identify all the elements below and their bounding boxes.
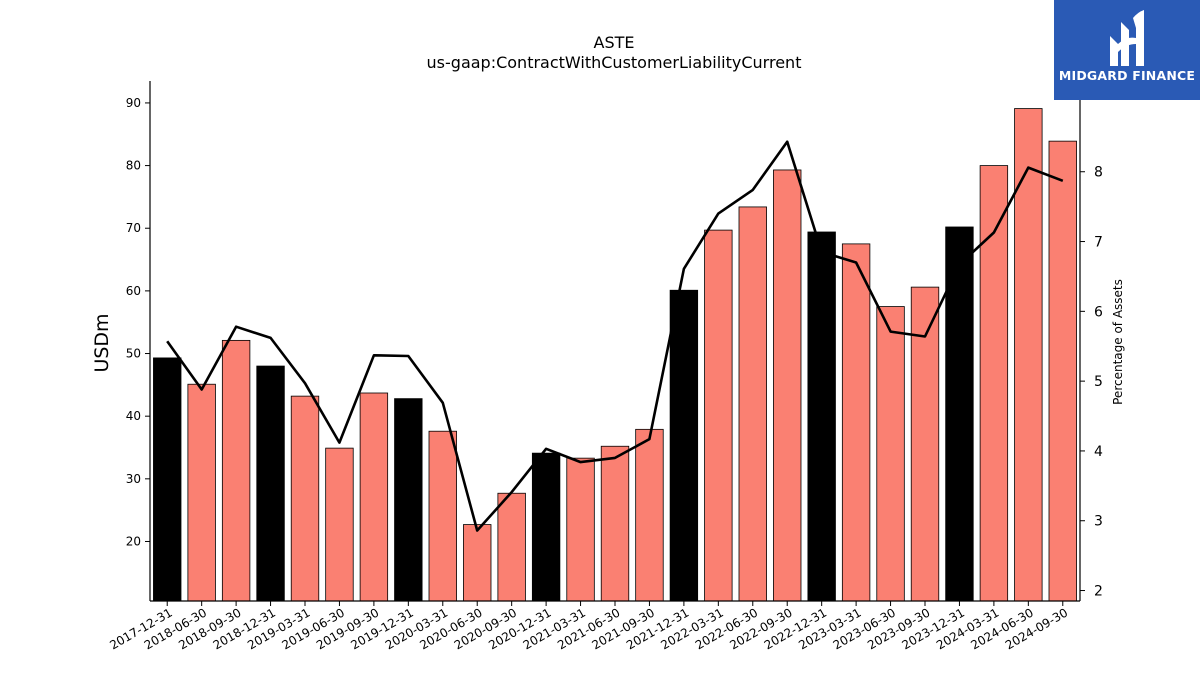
y-tick-label: 60: [126, 284, 141, 298]
bar: [669, 289, 699, 602]
y-tick-label: 20: [126, 534, 141, 548]
bar: [910, 286, 940, 602]
bar: [1014, 108, 1043, 602]
bar: [876, 306, 905, 602]
y2-tick-label: 4: [1094, 444, 1103, 460]
bar: [394, 398, 423, 602]
y-axis-label: USDm: [91, 313, 113, 372]
bar: [704, 229, 733, 602]
y-tick-label: 70: [126, 221, 141, 235]
y2-tick-label: 8: [1094, 165, 1103, 181]
chart-subtitle: us-gaap:ContractWithCustomerLiabilityCur…: [427, 53, 802, 72]
bar: [773, 169, 802, 602]
bar-series: [153, 108, 1077, 602]
bar: [566, 457, 595, 602]
y2-axis-label: Percentage of Assets: [1111, 279, 1125, 405]
pct-assets-series: [166, 140, 1064, 532]
bar: [945, 226, 974, 602]
y2-tick-label: 2: [1094, 584, 1103, 600]
bar: [290, 395, 320, 602]
y-tick-label: 40: [126, 409, 141, 423]
bar: [841, 243, 871, 602]
bar: [359, 392, 389, 602]
y-tick-label: 30: [126, 472, 141, 486]
bar: [531, 452, 561, 602]
bar: [187, 383, 216, 602]
bar: [1048, 140, 1077, 602]
bar: [979, 165, 1009, 602]
y2-tick-label: 5: [1094, 374, 1103, 390]
y2-tick-label: 3: [1094, 514, 1103, 530]
y2-tick-label: 7: [1094, 235, 1103, 251]
y-tick-label: 90: [126, 96, 141, 110]
pct-assets-line: [166, 140, 1064, 532]
y-tick-label: 80: [126, 159, 141, 173]
bar: [497, 492, 526, 602]
bar: [600, 445, 630, 602]
bar: [463, 524, 492, 602]
bar: [325, 447, 354, 602]
y2-tick-label: 6: [1094, 304, 1103, 320]
logo-text: MIDGARD FINANCE: [1058, 68, 1196, 83]
bar: [256, 365, 285, 602]
chart-title: ASTE: [594, 33, 635, 52]
bar: [221, 339, 251, 602]
bar: [807, 231, 836, 602]
bar: [153, 357, 182, 602]
midgard-finance-logo: MIDGARD FINANCE: [1054, 0, 1200, 100]
logo-mark-icon: [1110, 10, 1144, 66]
bar: [635, 428, 664, 602]
bar: [428, 430, 457, 602]
y-tick-label: 50: [126, 347, 141, 361]
bar: [738, 206, 767, 602]
